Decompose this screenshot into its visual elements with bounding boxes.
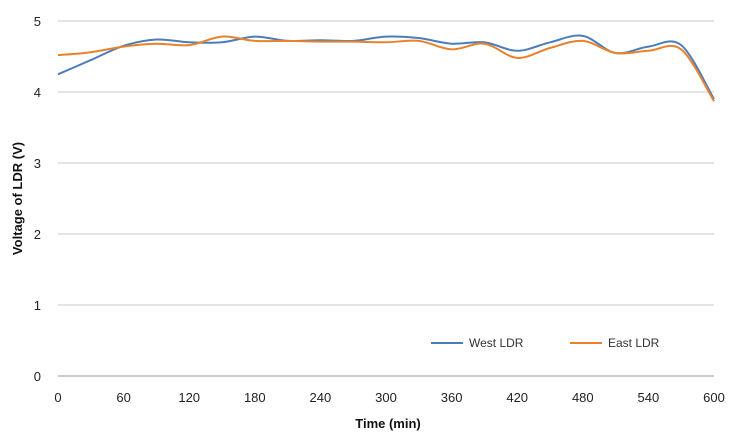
x-tick-labels: 0 60 120 180 240 300 360 420 480 540 600 (54, 390, 724, 405)
x-tick-label: 60 (116, 390, 130, 405)
y-tick-label: 3 (34, 156, 41, 171)
x-tick-label: 240 (310, 390, 332, 405)
x-tick-label: 600 (703, 390, 725, 405)
y-tick-labels: 0 1 2 3 4 5 (34, 14, 41, 384)
x-tick-label: 120 (178, 390, 200, 405)
y-axis-title: Voltage of LDR (V) (10, 142, 25, 255)
x-tick-label: 180 (244, 390, 266, 405)
legend: West LDR East LDR (431, 336, 660, 350)
y-tick-label: 4 (34, 85, 41, 100)
x-tick-label: 0 (54, 390, 61, 405)
y-tick-label: 0 (34, 369, 41, 384)
x-tick-label: 420 (506, 390, 528, 405)
x-tick-label: 540 (638, 390, 660, 405)
legend-label-west-ldr: West LDR (469, 336, 524, 350)
y-tick-label: 5 (34, 14, 41, 29)
x-axis-title: Time (min) (355, 416, 421, 431)
series-line-east-ldr (57, 35, 715, 102)
series-line-west-ldr (57, 34, 715, 100)
x-tick-label: 360 (441, 390, 463, 405)
x-tick-label: 300 (375, 390, 397, 405)
legend-label-east-ldr: East LDR (608, 336, 660, 350)
gridlines (58, 20, 714, 306)
series-lines (57, 34, 715, 102)
y-tick-label: 1 (34, 298, 41, 313)
x-tick-label: 480 (572, 390, 594, 405)
y-tick-label: 2 (34, 227, 41, 242)
